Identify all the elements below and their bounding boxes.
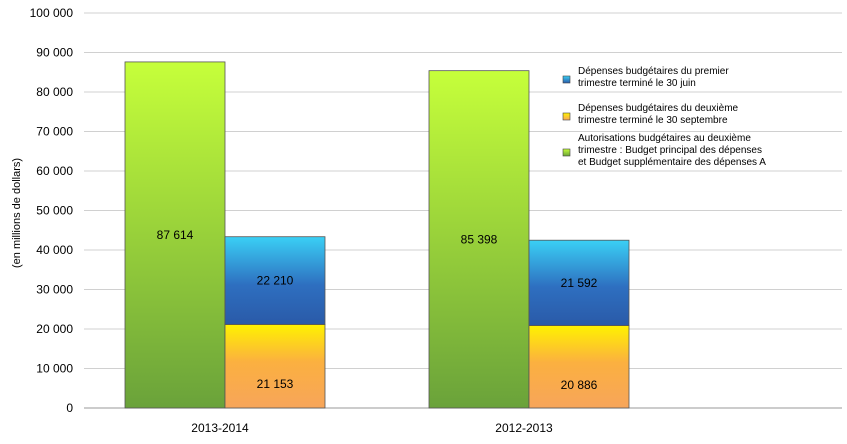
legend-label: Dépenses budgétaires du premier (578, 66, 729, 77)
y-tick-label: 90 000 (36, 46, 73, 60)
y-tick-label: 20 000 (36, 322, 73, 336)
bars: 87 614 21 153 22 210 85 398 20 886 21 592 (124, 61, 630, 409)
data-label-depenses-t1: 21 592 (561, 276, 598, 290)
y-tick-label: 100 000 (30, 6, 74, 20)
legend-label: Autorisations budgétaires au deuxième (578, 133, 751, 144)
data-label-depenses-t2: 20 886 (561, 378, 598, 392)
data-label-depenses-t2: 21 153 (257, 377, 294, 391)
x-axis-categories: 2013-2014 2012-2013 (191, 421, 553, 435)
legend: Dépenses budgétaires du premiertrimestre… (562, 66, 766, 168)
bar-depenses-t1 (528, 239, 630, 326)
y-tick-label: 60 000 (36, 164, 73, 178)
y-axis-label: (en millions de dollars) (11, 158, 23, 268)
bar-depenses-t1 (224, 236, 326, 325)
bar-depenses-t2 (224, 324, 326, 409)
legend-swatch (562, 112, 571, 121)
bar-depenses-t2 (528, 325, 630, 409)
legend-swatch (562, 75, 571, 84)
data-label-autorisations: 85 398 (461, 232, 498, 246)
y-tick-label: 10 000 (36, 362, 73, 376)
data-label-autorisations: 87 614 (157, 228, 194, 242)
data-label-depenses-t1: 22 210 (257, 274, 294, 288)
y-tick-label: 40 000 (36, 243, 73, 257)
legend-label: trimestre terminé le 30 septembre (578, 115, 728, 126)
bar-autorisations (428, 70, 530, 409)
y-axis-title: (en millions de dollars) (11, 158, 23, 268)
legend-label: trimestre : Budget principal des dépense… (578, 145, 762, 156)
legend-swatch (562, 148, 571, 157)
legend-label: Dépenses budgétaires du deuxième (578, 103, 739, 114)
x-category-label: 2012-2013 (495, 421, 553, 435)
y-tick-label: 50 000 (36, 204, 73, 218)
legend-label: trimestre terminé le 30 juin (578, 78, 696, 89)
x-category-label: 2013-2014 (191, 421, 249, 435)
bar-autorisations (124, 61, 226, 409)
y-tick-label: 30 000 (36, 283, 73, 297)
legend-label: et Budget supplémentaire des dépenses A (578, 157, 766, 168)
y-tick-label: 0 (66, 401, 73, 415)
y-tick-label: 70 000 (36, 125, 73, 139)
y-axis-ticks: 0 10 000 20 000 30 000 40 000 50 000 60 000 70 … (30, 6, 74, 415)
y-tick-label: 80 000 (36, 85, 73, 99)
